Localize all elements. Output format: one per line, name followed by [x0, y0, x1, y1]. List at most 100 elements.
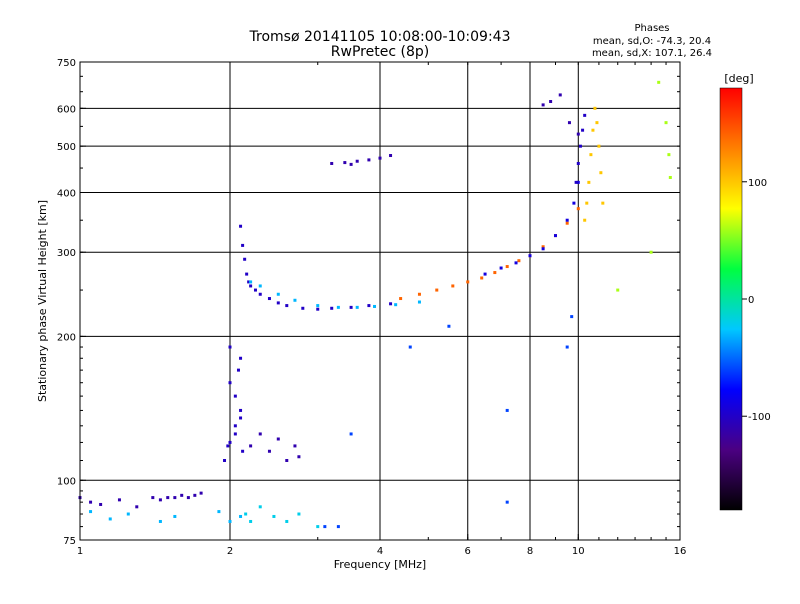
- data-point: [243, 257, 247, 261]
- data-point: [528, 254, 532, 258]
- data-point: [267, 297, 271, 301]
- y-tick-label: 400: [57, 188, 76, 199]
- y-tick-label: 500: [57, 142, 76, 153]
- data-point: [173, 514, 177, 518]
- y-axis-label: Stationary phase Virtual Height [km]: [36, 200, 49, 402]
- data-point: [417, 300, 421, 304]
- data-point: [483, 272, 487, 276]
- data-point: [585, 201, 589, 205]
- data-point: [581, 128, 585, 132]
- colorbar-tick-label: -100: [748, 412, 771, 423]
- data-point: [355, 305, 359, 309]
- y-tick-label: 750: [57, 58, 76, 69]
- data-point: [223, 458, 227, 462]
- colorbar-ticks: 100 0 -100: [742, 178, 771, 423]
- data-point: [558, 93, 562, 97]
- data-point: [373, 304, 377, 308]
- data-point: [570, 315, 574, 319]
- data-point: [249, 280, 253, 284]
- x-tick-label: 1: [77, 546, 83, 557]
- x-tick-label: 10: [572, 546, 585, 557]
- data-point: [574, 180, 578, 184]
- data-point: [301, 306, 305, 310]
- data-point: [249, 444, 253, 448]
- y-tick-label: 200: [57, 332, 76, 343]
- colorbar: [719, 87, 743, 511]
- data-point: [89, 500, 93, 504]
- data-point: [217, 510, 221, 514]
- data-point: [297, 455, 301, 459]
- data-point: [378, 156, 382, 160]
- data-point: [394, 303, 398, 307]
- data-point: [258, 292, 262, 296]
- data-point: [180, 493, 184, 497]
- data-point: [343, 161, 347, 165]
- data-point: [193, 493, 197, 497]
- legend-line-o: mean, sd,O: -74.3, 20.4: [593, 36, 711, 47]
- data-point: [245, 272, 249, 276]
- data-point: [258, 284, 262, 288]
- y-tick-label: 300: [57, 248, 76, 259]
- data-point: [241, 243, 245, 247]
- data-point: [493, 271, 497, 275]
- data-point: [285, 458, 289, 462]
- data-point: [649, 250, 653, 254]
- data-point: [541, 247, 545, 251]
- data-point: [349, 432, 353, 436]
- data-point: [591, 128, 595, 132]
- data-point: [239, 224, 243, 228]
- data-point: [480, 276, 484, 280]
- x-tick-label: 16: [674, 546, 687, 557]
- data-point: [166, 496, 170, 500]
- grid-lines: [80, 62, 680, 540]
- data-point: [247, 280, 251, 284]
- data-point: [236, 368, 240, 372]
- data-point: [336, 525, 340, 529]
- x-tick-label: 4: [377, 546, 383, 557]
- data-point: [293, 298, 297, 302]
- data-point: [349, 305, 353, 309]
- data-point: [514, 261, 518, 265]
- y-tick-label: 100: [57, 476, 76, 487]
- data-point: [367, 304, 371, 308]
- data-point: [297, 512, 301, 516]
- data-point: [572, 201, 576, 205]
- data-point: [285, 519, 289, 523]
- data-point: [349, 162, 353, 166]
- legend-title: Phases: [634, 23, 669, 34]
- data-point: [664, 121, 668, 125]
- data-point: [233, 394, 237, 398]
- data-point: [173, 496, 177, 500]
- data-point: [499, 266, 503, 270]
- colorbar-tick-label: 0: [748, 295, 754, 306]
- data-point: [517, 259, 521, 263]
- data-point: [389, 154, 393, 158]
- data-point: [108, 517, 112, 521]
- x-axis-label: Frequency [MHz]: [334, 558, 426, 571]
- data-point: [249, 519, 253, 523]
- data-point: [276, 301, 280, 305]
- data-point: [267, 449, 271, 453]
- data-point: [565, 345, 569, 349]
- data-point: [241, 449, 245, 453]
- data-point: [330, 161, 334, 165]
- data-point: [239, 356, 243, 360]
- data-point: [276, 437, 280, 441]
- data-point: [244, 512, 248, 516]
- data-point: [567, 121, 571, 125]
- data-point: [99, 502, 103, 506]
- data-point: [505, 500, 509, 504]
- data-point: [135, 505, 139, 509]
- data-point: [389, 302, 393, 306]
- data-point: [272, 514, 276, 518]
- data-point: [589, 153, 593, 157]
- data-point: [565, 221, 569, 225]
- data-point: [578, 144, 582, 148]
- data-point: [541, 103, 545, 107]
- data-point: [505, 265, 509, 269]
- data-point: [408, 345, 412, 349]
- data-point: [657, 80, 661, 84]
- data-point: [258, 505, 262, 509]
- data-point: [549, 100, 553, 104]
